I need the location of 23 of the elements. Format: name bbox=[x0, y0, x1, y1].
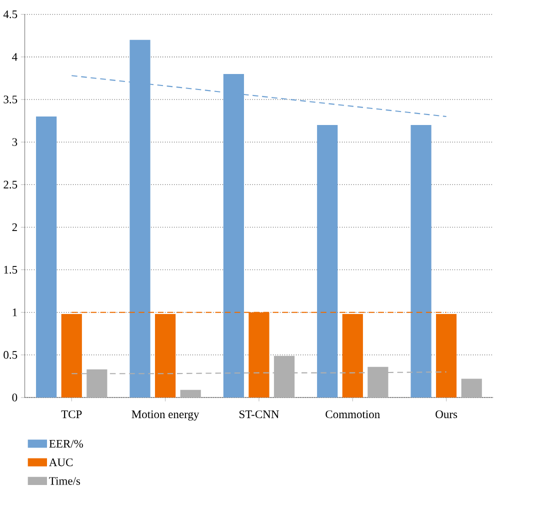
x-tick-label: ST-CNN bbox=[240, 410, 279, 418]
y-tick-label: 3.5 bbox=[4, 96, 18, 104]
y-tick-label: 3 bbox=[12, 138, 18, 146]
y-tick-label: 2 bbox=[12, 223, 17, 231]
y-tick-label: 4.5 bbox=[3, 10, 18, 18]
y-tick-label: 0 bbox=[12, 394, 18, 402]
bar bbox=[180, 390, 201, 398]
legend-label: AUC bbox=[49, 458, 73, 466]
y-tick-label: 1 bbox=[12, 308, 17, 316]
bar bbox=[461, 378, 482, 398]
legend-label: Time/s bbox=[49, 477, 80, 485]
bar bbox=[317, 124, 338, 398]
x-tick-label: Motion energy bbox=[132, 410, 200, 420]
y-tick-label: 0.5 bbox=[4, 350, 18, 359]
x-tick-label: Commotion bbox=[326, 410, 380, 418]
x-tick-label: TCP bbox=[61, 410, 82, 418]
x-tick-label: Ours bbox=[436, 410, 458, 418]
y-tick-label: 4 bbox=[12, 53, 18, 61]
bar bbox=[410, 124, 432, 398]
y-tick-label: 2.5 bbox=[4, 180, 18, 188]
y-tick-label: 1.5 bbox=[4, 266, 18, 274]
legend-label: EER/% bbox=[49, 440, 84, 448]
bar bbox=[36, 116, 57, 398]
